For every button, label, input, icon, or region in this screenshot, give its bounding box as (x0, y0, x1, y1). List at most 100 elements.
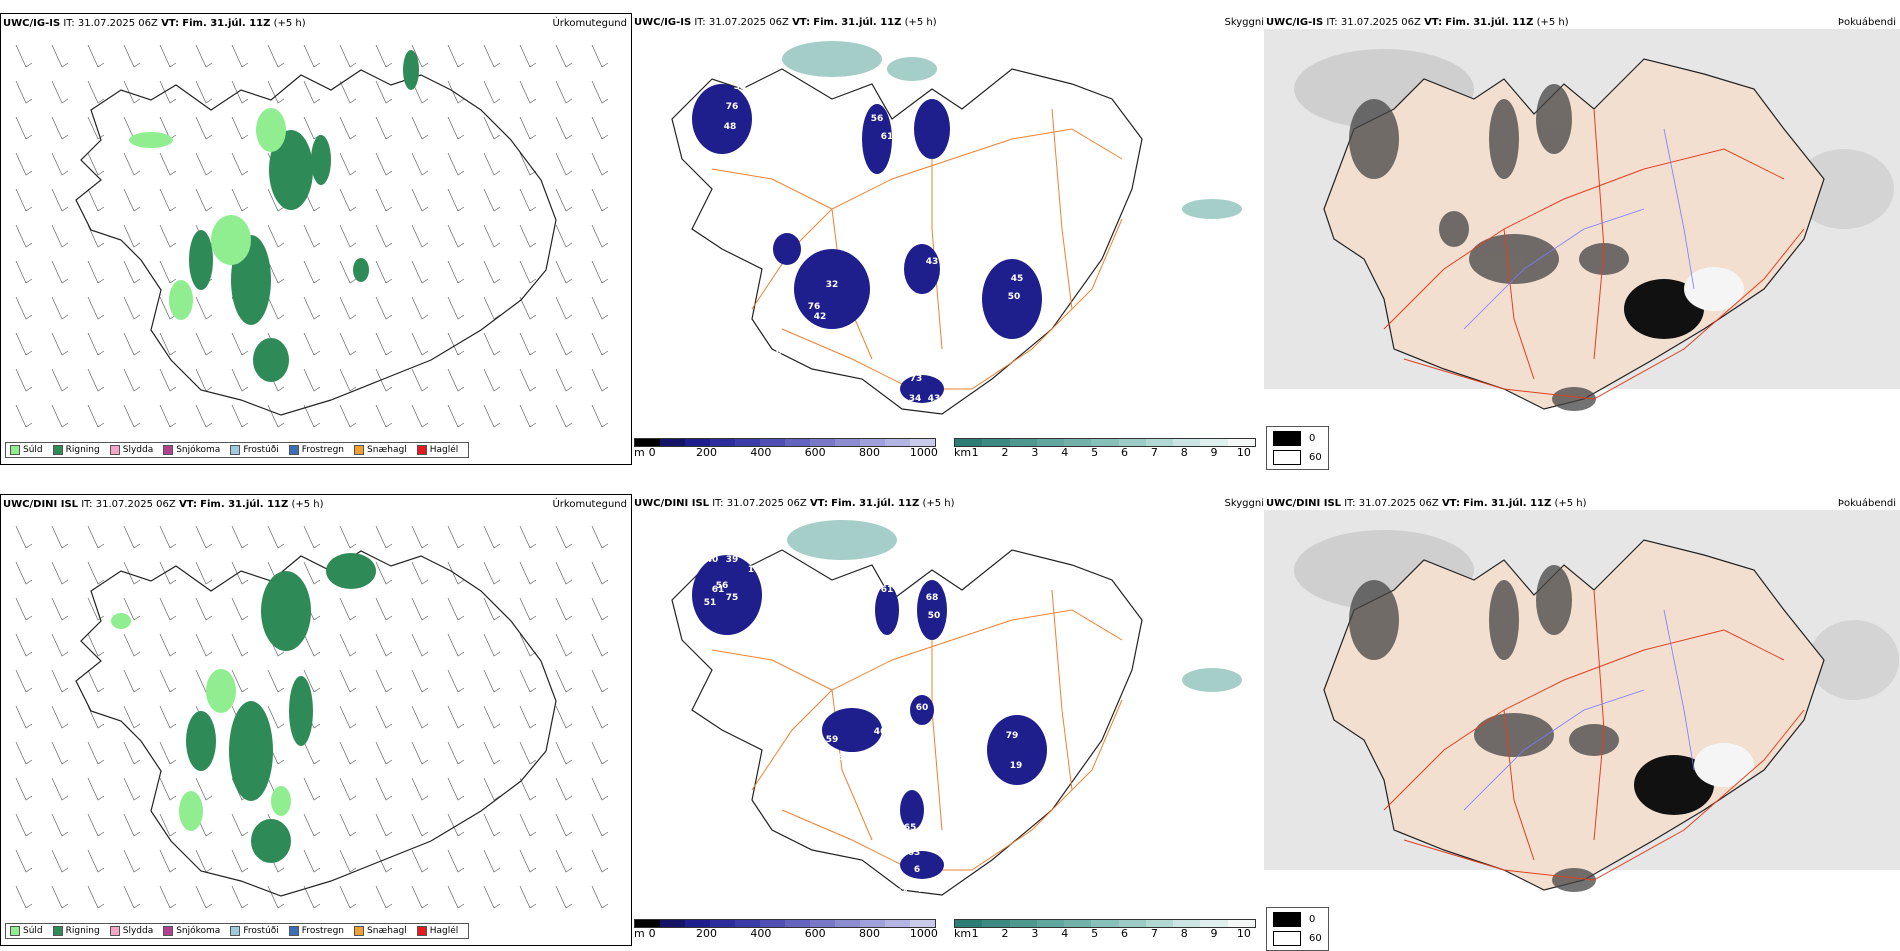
wind-barb (15, 116, 33, 140)
ceiling-label: 46 (874, 727, 887, 737)
wind-barb (339, 777, 357, 801)
ceiling-label: 60 (906, 352, 919, 362)
wind-barb (483, 296, 501, 320)
wind-barb (231, 885, 249, 909)
wind-barb (447, 705, 465, 729)
wind-barb (447, 561, 465, 585)
wind-barb (555, 296, 573, 320)
wind-barb (411, 669, 429, 693)
wind-barb (375, 116, 393, 140)
wind-barb (591, 332, 609, 356)
wind-barb (555, 741, 573, 765)
wind-barb (447, 525, 465, 549)
wind-barb (159, 885, 177, 909)
wind-barb (87, 188, 105, 212)
wind-barb (519, 368, 537, 392)
legend-item: Snæhagl (354, 445, 413, 455)
road-network (1383, 589, 1805, 881)
wind-barb (411, 152, 429, 176)
wind-barb (519, 813, 537, 837)
wind-barb (375, 669, 393, 693)
wind-barb (15, 368, 33, 392)
wind-barb (15, 44, 33, 68)
glacier-area (1684, 267, 1744, 311)
legend-swatch (230, 926, 241, 936)
wind-barb (267, 80, 285, 104)
wind-barb (447, 813, 465, 837)
panel-title: UWC/DINI ISL IT: 31.07.2025 06Z VT: Fim.… (3, 499, 324, 510)
wind-barb (195, 44, 213, 68)
ceiling-label: 61 (881, 585, 894, 595)
colorbar-tick: 3 (1031, 927, 1039, 940)
legend-swatch (10, 926, 20, 936)
wind-barb (375, 561, 393, 585)
road-network (1383, 108, 1805, 400)
wind-barb (591, 152, 609, 176)
wind-barb (87, 633, 105, 657)
wind-barb (519, 633, 537, 657)
legend-label: Frostregn (301, 926, 345, 936)
wind-barb (303, 813, 321, 837)
legend-item: Slydda (109, 926, 159, 936)
legend-item: Rigning (52, 926, 106, 936)
wind-barb (195, 885, 213, 909)
wind-barb (447, 224, 465, 248)
wind-barb (87, 80, 105, 104)
wind-barb (87, 368, 105, 392)
wind-barb (87, 404, 105, 428)
ceiling-label: 43 (928, 394, 941, 404)
wind-barb (231, 849, 249, 873)
wind-barb (87, 597, 105, 621)
wind-barb (51, 561, 69, 585)
wind-barb (483, 597, 501, 621)
visibility-colorbar: km 1 2 3 4 5 6 7 8 9 10 (954, 919, 1256, 940)
iceland-outline (671, 549, 1143, 896)
colorbar-tick: 0 (648, 446, 656, 459)
ceiling-label: 45 (1011, 274, 1024, 284)
wind-barb (555, 224, 573, 248)
fog-map (1264, 510, 1900, 926)
wind-barb (303, 368, 321, 392)
wind-barb (375, 332, 393, 356)
wind-barb (591, 44, 609, 68)
wind-barb (591, 116, 609, 140)
ceiling-label: 48 (724, 122, 737, 132)
wind-barb (483, 152, 501, 176)
wind-barb (447, 116, 465, 140)
wind-barb (339, 260, 357, 284)
wind-barb (591, 188, 609, 212)
legend-swatch (163, 926, 174, 936)
legend-item: Frostregn (288, 445, 350, 455)
colorbar-tick: 5 (1091, 927, 1099, 940)
legend-item: Súld (10, 926, 49, 936)
wind-barb (267, 669, 285, 693)
wind-barb (231, 669, 249, 693)
wind-barb (519, 116, 537, 140)
wind-barb (339, 633, 357, 657)
wind-barb (51, 813, 69, 837)
wind-barb (51, 80, 69, 104)
low-ceiling-areas (692, 84, 1042, 403)
wind-barb (15, 741, 33, 765)
ceiling-label: 61 (712, 585, 725, 595)
ceiling-label: 19 (1010, 761, 1023, 771)
colorbar-tick: 200 (695, 927, 717, 940)
wind-barb (339, 368, 357, 392)
ceiling-label: 48 (796, 222, 809, 232)
wind-barb (195, 332, 213, 356)
legend-item: Frostregn (288, 926, 350, 936)
wind-barb (303, 669, 321, 693)
wind-barb (123, 404, 141, 428)
legend-label: Rigning (65, 445, 100, 455)
wind-barb (123, 561, 141, 585)
wind-barb (51, 633, 69, 657)
wind-barb (555, 777, 573, 801)
wind-barb (267, 260, 285, 284)
legend-label: Rigning (65, 926, 100, 936)
colorbar-tick: 8 (1180, 446, 1188, 459)
wind-barb (51, 404, 69, 428)
wind-barb (15, 633, 33, 657)
legend-label: Snjókoma (176, 445, 221, 455)
wind-barb (123, 849, 141, 873)
wind-barb (87, 116, 105, 140)
